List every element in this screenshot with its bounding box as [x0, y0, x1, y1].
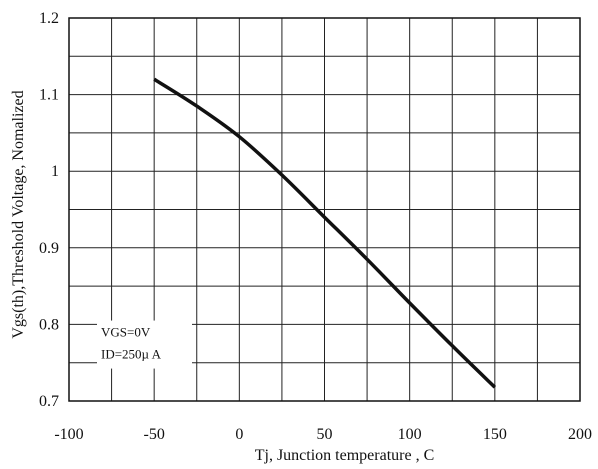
series — [153, 77, 497, 389]
plot-frame — [68, 17, 581, 402]
y-tick-label: 0.8 — [39, 316, 59, 333]
y-tick-label: 1.1 — [39, 87, 59, 104]
x-tick-label: 100 — [398, 426, 422, 443]
series-line — [153, 77, 497, 389]
y-tick-labels: 0.7 0.8 0.9 1 1.1 1.2 — [39, 10, 59, 410]
x-tick-label: -100 — [54, 426, 83, 443]
y-tick-label: 1.2 — [39, 10, 59, 27]
annotation-line: VGS=0V — [101, 325, 151, 340]
x-tick-label: 200 — [568, 426, 592, 443]
y-tick-label: 0.7 — [39, 393, 59, 410]
x-tick-labels: -100 -50 0 50 100 150 200 — [54, 426, 592, 443]
y-axis-title: Vgs(th),Threshold Voltage, Nomalized — [10, 90, 27, 338]
annotation: VGS=0V ID=250µ A — [97, 320, 192, 369]
annotation-line: ID=250µ A — [101, 347, 162, 362]
x-tick-label: -50 — [144, 426, 165, 443]
y-tick-label: 0.9 — [39, 240, 59, 257]
x-tick-label: 0 — [235, 426, 243, 443]
x-tick-label: 150 — [483, 426, 507, 443]
y-tick-label: 1 — [51, 163, 59, 180]
x-tick-label: 50 — [317, 426, 333, 443]
x-axis-title: Tj, Junction temperature , C — [255, 447, 435, 464]
annotation-box — [97, 320, 192, 369]
